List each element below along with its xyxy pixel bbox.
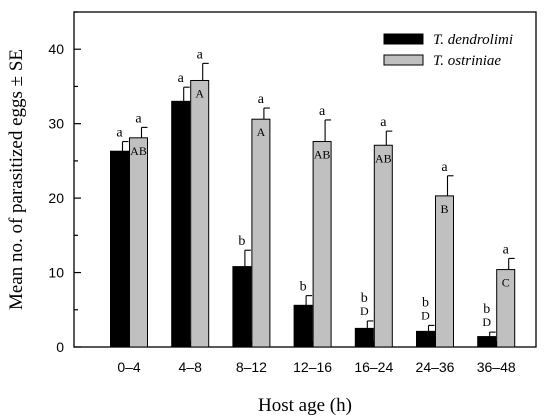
group-letter: A (195, 86, 204, 100)
significance-letter: b (483, 302, 490, 317)
x-tick-label: 36–48 (477, 359, 516, 375)
bar-dendrolimi (354, 327, 374, 348)
bar-dendrolimi (416, 330, 435, 348)
x-tick-label: 0–4 (117, 359, 141, 375)
bar-dendrolimi (171, 100, 191, 348)
legend-swatch (383, 54, 424, 66)
bar-dendrolimi (293, 304, 313, 348)
y-tick-label: 10 (48, 265, 64, 281)
significance-letter: a (319, 104, 326, 119)
group-letter: D (482, 315, 491, 329)
group-letter: AB (375, 151, 392, 165)
significance-letter: a (135, 111, 142, 126)
significance-letter: b (300, 280, 307, 295)
bar-dendrolimi (110, 150, 129, 348)
legend-label: T. dendrolimi (433, 32, 513, 48)
group-letter: B (440, 202, 448, 216)
group-letter: D (299, 311, 308, 325)
group-letter: AB (130, 144, 147, 158)
y-tick-label: 30 (48, 116, 64, 132)
bar-ostriniae (312, 141, 332, 348)
group-letter: C (502, 276, 510, 290)
bar-ostriniae (373, 144, 393, 348)
legend-swatch (383, 33, 424, 45)
y-axis-label: Mean no. of parasitized eggs ± SE (6, 49, 27, 310)
x-tick-label: 4–8 (179, 359, 203, 375)
bar-ostriniae (496, 269, 516, 348)
x-axis-label: Host age (h) (258, 395, 352, 416)
x-tick-label: 16–24 (354, 359, 393, 375)
bar-ostriniae (435, 195, 454, 348)
y-tick-label: 20 (48, 190, 64, 206)
y-tick-label: 0 (56, 339, 64, 355)
significance-letter: b (422, 295, 429, 310)
group-letter: A (176, 107, 185, 121)
group-letter: D (360, 304, 369, 318)
significance-letter: a (116, 126, 123, 141)
y-tick-label: 40 (48, 41, 64, 57)
group-letter: D (421, 308, 430, 322)
bar-dendrolimi (477, 336, 497, 348)
significance-letter: b (361, 291, 368, 306)
bar-ostriniae (190, 79, 210, 348)
significance-letter: a (503, 242, 510, 257)
x-tick-label: 24–36 (416, 359, 455, 375)
significance-letter: a (197, 47, 204, 62)
bar-ostriniae (129, 137, 148, 348)
group-letter: B (115, 157, 123, 171)
x-tick-label: 8–12 (236, 359, 267, 375)
significance-letter: b (238, 234, 245, 249)
significance-letter: a (258, 92, 265, 107)
legend-label: T. ostriniae (433, 53, 501, 69)
significance-letter: a (380, 115, 387, 130)
group-letter: C (238, 273, 246, 287)
bar-dendrolimi (232, 266, 252, 348)
significance-letter: a (178, 71, 185, 86)
group-letter: AB (314, 148, 331, 162)
significance-letter: a (441, 160, 448, 175)
group-letter: A (257, 125, 266, 139)
x-tick-label: 12–16 (293, 359, 332, 375)
bar-ostriniae (251, 118, 271, 348)
